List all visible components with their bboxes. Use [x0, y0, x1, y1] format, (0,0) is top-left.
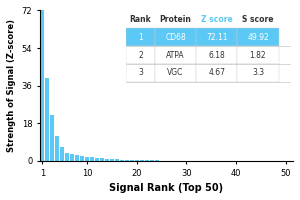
FancyBboxPatch shape — [126, 64, 155, 82]
Text: Z score: Z score — [201, 15, 232, 23]
Text: 2: 2 — [138, 50, 143, 60]
Text: 3: 3 — [138, 68, 143, 77]
FancyBboxPatch shape — [155, 64, 196, 82]
FancyBboxPatch shape — [155, 10, 196, 28]
Bar — [50, 115, 54, 161]
Text: S score: S score — [242, 15, 274, 23]
FancyBboxPatch shape — [155, 46, 196, 64]
Bar — [135, 160, 139, 161]
Bar — [105, 159, 109, 161]
Text: 4.67: 4.67 — [208, 68, 225, 77]
X-axis label: Signal Rank (Top 50): Signal Rank (Top 50) — [110, 183, 224, 193]
Bar — [110, 159, 114, 161]
Text: CD68: CD68 — [165, 32, 186, 42]
Bar — [154, 160, 158, 161]
FancyBboxPatch shape — [155, 28, 196, 46]
Bar — [40, 10, 44, 161]
Text: Protein: Protein — [160, 15, 191, 23]
Text: ATPA: ATPA — [166, 50, 185, 60]
Text: 6.18: 6.18 — [208, 50, 225, 60]
Bar — [100, 158, 104, 161]
FancyBboxPatch shape — [126, 46, 155, 64]
Bar — [80, 156, 84, 161]
FancyBboxPatch shape — [196, 10, 237, 28]
Bar — [65, 153, 69, 161]
FancyBboxPatch shape — [237, 64, 279, 82]
Bar — [90, 157, 94, 161]
Bar — [150, 160, 154, 161]
Bar — [75, 155, 79, 161]
FancyBboxPatch shape — [126, 10, 155, 28]
Bar — [55, 136, 59, 161]
Bar — [145, 160, 148, 161]
FancyBboxPatch shape — [196, 46, 237, 64]
FancyBboxPatch shape — [237, 28, 279, 46]
Bar — [45, 78, 49, 161]
FancyBboxPatch shape — [237, 46, 279, 64]
Y-axis label: Strength of Signal (Z-score): Strength of Signal (Z-score) — [7, 19, 16, 152]
Text: 1.82: 1.82 — [250, 50, 266, 60]
Bar — [120, 160, 124, 161]
Bar — [70, 154, 74, 161]
Text: 72.11: 72.11 — [206, 32, 227, 42]
Bar — [60, 147, 64, 161]
FancyBboxPatch shape — [196, 28, 237, 46]
Bar — [115, 159, 119, 161]
Text: 49.92: 49.92 — [247, 32, 269, 42]
FancyBboxPatch shape — [126, 28, 155, 46]
Bar — [125, 160, 129, 161]
Bar — [140, 160, 144, 161]
Bar — [130, 160, 134, 161]
Text: VGC: VGC — [167, 68, 184, 77]
Bar — [95, 158, 99, 161]
Text: 3.3: 3.3 — [252, 68, 264, 77]
Text: Rank: Rank — [130, 15, 151, 23]
FancyBboxPatch shape — [237, 10, 279, 28]
Bar — [85, 157, 89, 161]
FancyBboxPatch shape — [196, 64, 237, 82]
Text: 1: 1 — [138, 32, 143, 42]
